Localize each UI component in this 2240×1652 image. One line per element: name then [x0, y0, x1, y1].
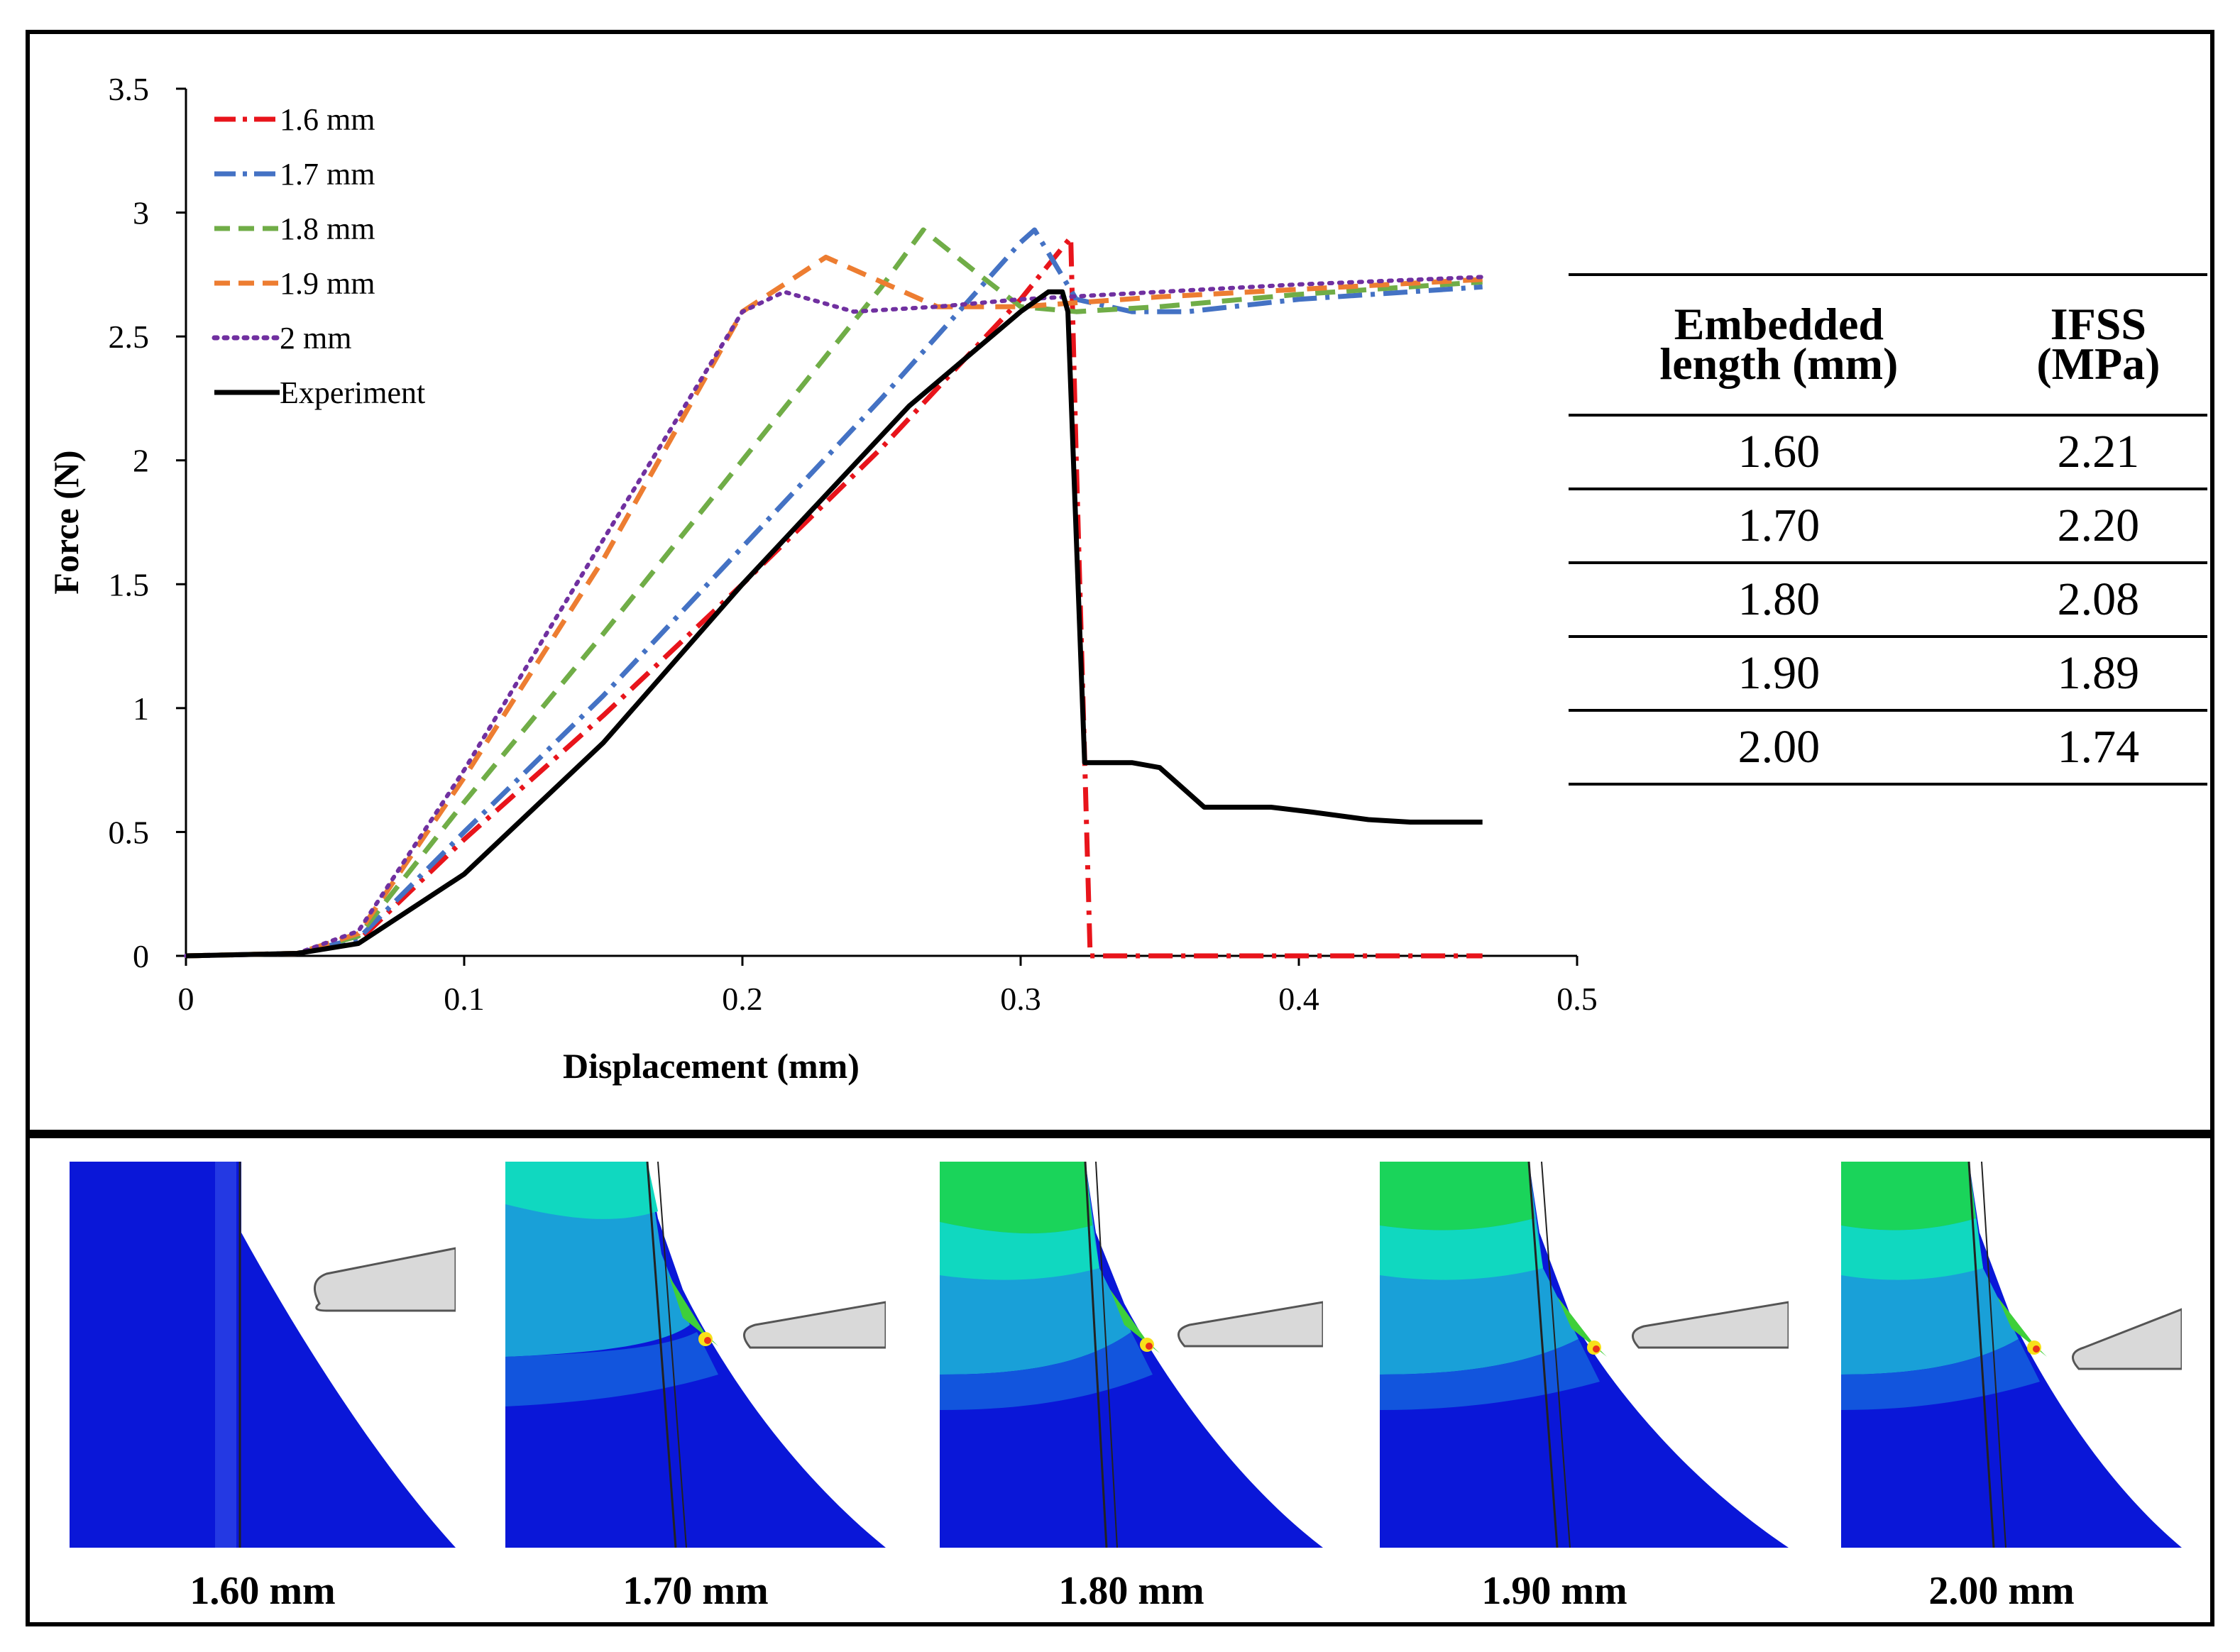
contour-image-1-70 — [505, 1162, 886, 1548]
embedded-length-cell: 1.70 — [1569, 489, 1989, 564]
table-row: 1.70 2.20 — [1569, 489, 2207, 564]
panel-label-3: 1.80 mm — [1058, 1569, 1204, 1613]
legend-label: 1.7 mm — [280, 157, 375, 192]
table-row: 2.00 1.74 — [1569, 710, 2207, 786]
series-lines — [184, 227, 1485, 959]
ifss-cell: 1.74 — [1989, 710, 2207, 786]
y-tick-label: 0.5 — [109, 814, 150, 850]
x-tick-label: 0.2 — [722, 981, 763, 1017]
y-tick-label: 3 — [133, 195, 149, 231]
chart-frame — [26, 30, 2214, 1134]
y-tick-label: 3.5 — [109, 71, 150, 107]
y-tick-label: 1 — [133, 690, 149, 727]
header-embedded-length: Embedded length (mm) — [1569, 273, 1989, 417]
header-ifss: IFSS (MPa) — [1989, 273, 2207, 417]
stress-contour-panel-1 — [70, 1162, 456, 1548]
panel-label-2: 1.70 mm — [622, 1569, 769, 1613]
embedded-length-cell: 1.80 — [1569, 563, 1989, 638]
legend-label: 1.8 mm — [280, 211, 375, 246]
embedded-length-cell: 1.60 — [1569, 415, 1989, 490]
series-line-1-6-mm — [185, 235, 1483, 959]
contour-image-2-00 — [1841, 1162, 2182, 1548]
panel-label-5: 2.00 mm — [1928, 1569, 2075, 1613]
panel-label-1: 1.60 mm — [190, 1569, 336, 1613]
force-displacement-chart: 0 0.1 0.2 0.3 0.4 0.5 0 0.5 1 1.5 2 2.5 3 3.5 Displace… — [46, 71, 1598, 1086]
embedded-length-cell: 1.90 — [1569, 637, 1989, 712]
y-tick-label: 0 — [133, 938, 149, 974]
x-tick-label: 0.4 — [1278, 981, 1319, 1017]
series-line-1-7-mm — [185, 227, 1483, 959]
ifss-cell: 2.20 — [1989, 489, 2207, 564]
table-row: 1.90 1.89 — [1569, 637, 2207, 712]
table-row: 1.80 2.08 — [1569, 563, 2207, 638]
stress-contour-panel-5 — [1841, 1162, 2182, 1548]
y-axis-title: Force (N) — [46, 450, 86, 594]
embedded-length-cell: 2.00 — [1569, 710, 1989, 786]
table-header-row: Embedded length (mm) IFSS (MPa) — [1569, 273, 2207, 417]
ifss-table: Embedded length (mm) IFSS (MPa) 1.60 2.21… — [1569, 273, 2207, 786]
ifss-cell: 1.89 — [1989, 637, 2207, 712]
axes: 0 0.1 0.2 0.3 0.4 0.5 0 0.5 1 1.5 2 2.5 3 3.5 Displace… — [46, 71, 1598, 1086]
panels-frame — [26, 1134, 2214, 1626]
legend-label: 2 mm — [280, 321, 351, 356]
ifss-cell: 2.21 — [1989, 415, 2207, 490]
series-line-1-8-mm — [185, 227, 1483, 959]
panel-label-4: 1.90 mm — [1481, 1569, 1627, 1613]
table-row: 1.60 2.21 — [1569, 415, 2207, 490]
series-line-1-9-mm — [185, 254, 1483, 959]
x-tick-label: 0.3 — [1000, 981, 1041, 1017]
legend-label: 1.6 mm — [280, 102, 375, 137]
stress-contour-panel-2 — [505, 1162, 886, 1548]
x-tick-label: 0.1 — [444, 981, 485, 1017]
x-tick-label: 0.5 — [1557, 981, 1598, 1017]
legend-label: 1.9 mm — [280, 266, 375, 301]
series-line-2-mm — [184, 275, 1485, 958]
legend: 1.6 mm 1.7 mm 1.8 mm 1.9 mm 2 mm Experiment — [212, 102, 425, 410]
legend-label: Experiment — [280, 375, 425, 410]
stress-contour-panel-4 — [1380, 1162, 1789, 1548]
x-axis-title: Displacement (mm) — [563, 1046, 860, 1086]
contour-image-1-90 — [1380, 1162, 1789, 1548]
x-tick-label: 0 — [178, 981, 194, 1017]
y-tick-label: 2.5 — [109, 319, 150, 355]
stress-contour-panel-3 — [940, 1162, 1323, 1548]
ifss-cell: 2.08 — [1989, 563, 2207, 638]
contour-image-1-80 — [940, 1162, 1323, 1548]
y-tick-label: 2 — [133, 443, 149, 479]
y-tick-label: 1.5 — [109, 566, 150, 602]
series-line-experiment — [185, 289, 1483, 959]
contour-image-1-60 — [70, 1162, 456, 1548]
